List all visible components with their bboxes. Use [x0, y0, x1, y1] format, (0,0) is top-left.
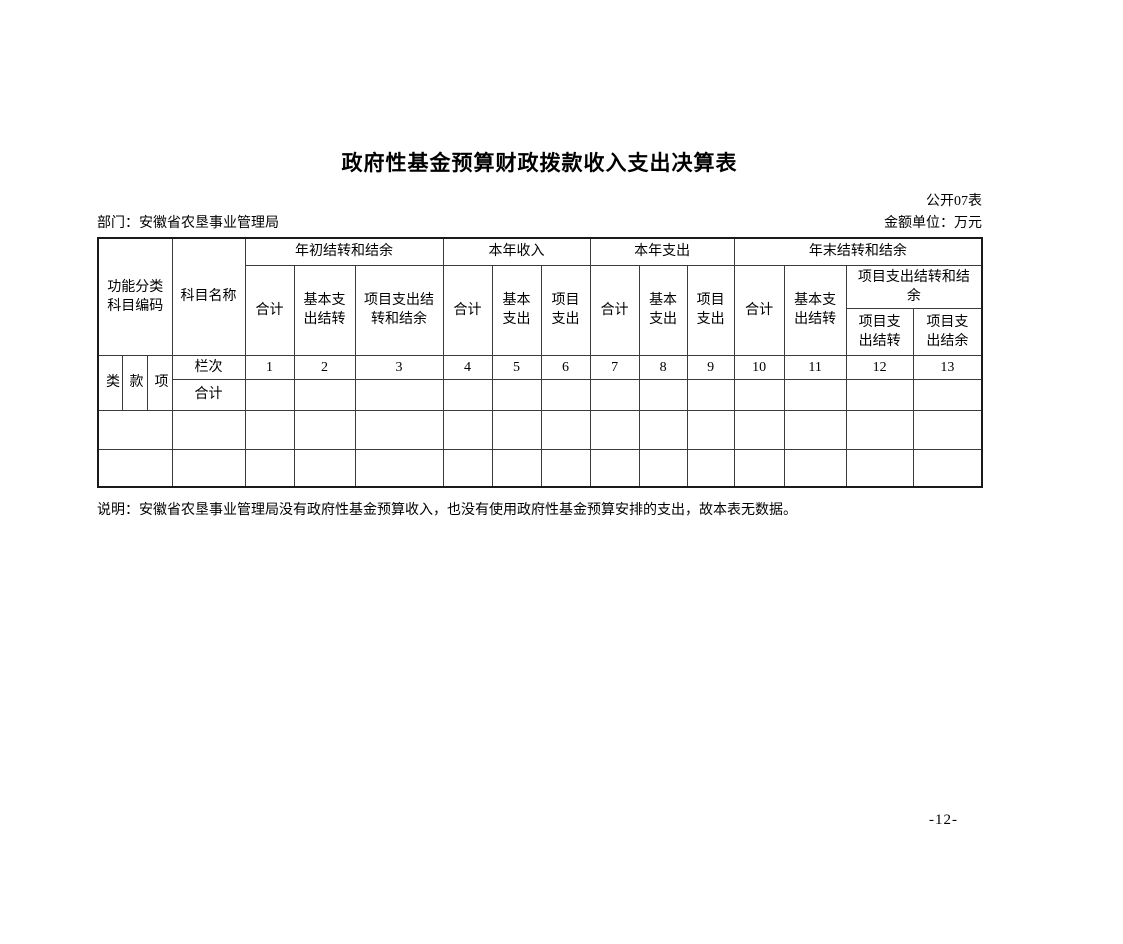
empty-data-cell: [354, 409, 444, 450]
column-index-cell: 9: [686, 354, 735, 380]
empty-data-cell: [244, 448, 295, 488]
empty-data-cell: [912, 448, 983, 488]
empty-data-cell: [491, 409, 542, 450]
column-index-cell: 13: [912, 354, 983, 380]
empty-data-cell: [638, 378, 688, 411]
column-index-cell: 5: [491, 354, 542, 380]
table-meta-row: 部门：安徽省农垦事业管理局 金额单位：万元: [97, 215, 982, 233]
empty-data-cell: [293, 409, 356, 450]
column-index-cell: 7: [589, 354, 640, 380]
empty-data-cell: [783, 409, 847, 450]
empty-data-cell: [293, 448, 356, 488]
empty-data-cell: [686, 448, 735, 488]
unit-label: 金额单位：万元: [884, 216, 982, 231]
header-group-end-balance: 年末结转和结余: [733, 237, 983, 266]
column-index-cell: 8: [638, 354, 688, 380]
column-index-cell: 2: [293, 354, 356, 380]
empty-data-cell: [491, 448, 542, 488]
empty-data-cell: [354, 378, 444, 411]
header-group-row: 功能分类科目编码 科目名称 年初结转和结余 本年收入 本年支出 年末结转和结余: [97, 237, 983, 356]
empty-data-cell: [733, 409, 785, 450]
empty-code-cell: [97, 409, 173, 450]
empty-data-cell: [686, 378, 735, 411]
header-subject-name: 科目名称: [171, 237, 246, 356]
empty-data-cell: [733, 378, 785, 411]
column-index-cell: 6: [540, 354, 591, 380]
fund-budget-table: 功能分类科目编码 科目名称 年初结转和结余 本年收入 本年支出 年末结转和结余 …: [97, 237, 984, 488]
empty-table-row: [97, 409, 983, 450]
column-index-row: 类 款 项 栏次 1 2 3 4 5 6 7 8 9 10 11 12 13: [97, 354, 983, 411]
note-text: 说明：安徽省农垦事业管理局没有政府性基金预算收入，也没有使用政府性基金预算安排的…: [97, 503, 797, 518]
header-col-end-total: 合计: [733, 264, 785, 356]
empty-data-cell: [638, 448, 688, 488]
empty-data-cell: [171, 409, 246, 450]
empty-data-cell: [912, 409, 983, 450]
column-index-cell: 11: [783, 354, 847, 380]
header-code-class: 类: [97, 354, 123, 411]
column-index-cell: 1: [244, 354, 295, 380]
empty-data-cell: [589, 448, 640, 488]
empty-data-cell: [540, 409, 591, 450]
header-sub-sub-row: 项目支出结转 项目支出结余: [98, 307, 983, 356]
empty-data-cell: [442, 409, 493, 450]
empty-data-cell: [783, 448, 847, 488]
empty-data-cell: [845, 378, 914, 411]
empty-data-cell: [293, 378, 356, 411]
index-row-label: 栏次: [171, 354, 246, 380]
empty-data-cell: [171, 448, 246, 488]
page-number: -12-: [929, 812, 958, 828]
header-group-year-expense: 本年支出: [589, 237, 735, 266]
empty-data-cell: [638, 409, 688, 450]
empty-data-cell: [540, 448, 591, 488]
header-col-end-basic-carryover: 基本支出结转: [783, 264, 847, 356]
empty-code-cell: [97, 448, 173, 488]
empty-data-cell: [540, 378, 591, 411]
header-col-begin-total: 合计: [244, 264, 295, 356]
column-index-cell: 10: [733, 354, 785, 380]
page-title: 政府性基金预算财政拨款收入支出决算表: [341, 152, 738, 175]
department-label: 部门：安徽省农垦事业管理局: [97, 216, 279, 231]
empty-data-cell: [845, 409, 914, 450]
header-code-item: 项: [146, 354, 173, 411]
column-index-cell: 4: [442, 354, 493, 380]
header-col-income-total: 合计: [442, 264, 493, 356]
empty-data-cell: [244, 378, 295, 411]
header-col-begin-project-carryover-balance: 项目支出结转和结余: [354, 264, 444, 356]
empty-data-cell: [912, 378, 983, 411]
empty-data-cell: [589, 378, 640, 411]
column-index-cell: 12: [845, 354, 914, 380]
header-col-end-project-carryover: 项目支出结转: [845, 307, 914, 356]
header-code-section: 款: [121, 354, 148, 411]
empty-data-cell: [686, 409, 735, 450]
header-group-year-income: 本年收入: [442, 237, 591, 266]
empty-data-cell: [491, 378, 542, 411]
header-col-expense-basic: 基本支出: [638, 264, 688, 356]
total-row-label: 合计: [171, 378, 246, 411]
header-col-income-basic: 基本支出: [491, 264, 542, 356]
header-col-end-project-balance: 项目支出结余: [912, 307, 983, 356]
page-content: 政府性基金预算财政拨款收入支出决算表 公开07表 部门：安徽省农垦事业管理局 金…: [97, 150, 984, 520]
header-col-income-project: 项目支出: [540, 264, 591, 356]
empty-data-cell: [244, 409, 295, 450]
header-col-expense-project: 项目支出: [686, 264, 735, 356]
form-number-label: 公开07表: [926, 194, 982, 209]
empty-data-cell: [783, 378, 847, 411]
empty-data-cell: [589, 409, 640, 450]
header-col-expense-total: 合计: [589, 264, 640, 356]
header-col-begin-basic-carryover: 基本支出结转: [293, 264, 356, 356]
total-row: 合计: [98, 378, 983, 411]
header-function-code: 功能分类科目编码: [97, 237, 173, 356]
header-subgroup-end-project: 项目支出结转和结余: [845, 264, 983, 309]
header-group-begin-balance: 年初结转和结余: [244, 237, 444, 266]
column-index-cell: 3: [354, 354, 444, 380]
header-sub-row: 合计 基本支出结转 项目支出结转和结余 合计 基本支出 项目支出 合计 基本支出…: [98, 264, 983, 356]
empty-table-row: [97, 448, 983, 488]
empty-data-cell: [442, 378, 493, 411]
empty-data-cell: [354, 448, 444, 488]
empty-data-cell: [845, 448, 914, 488]
empty-data-cell: [442, 448, 493, 488]
empty-data-cell: [733, 448, 785, 488]
